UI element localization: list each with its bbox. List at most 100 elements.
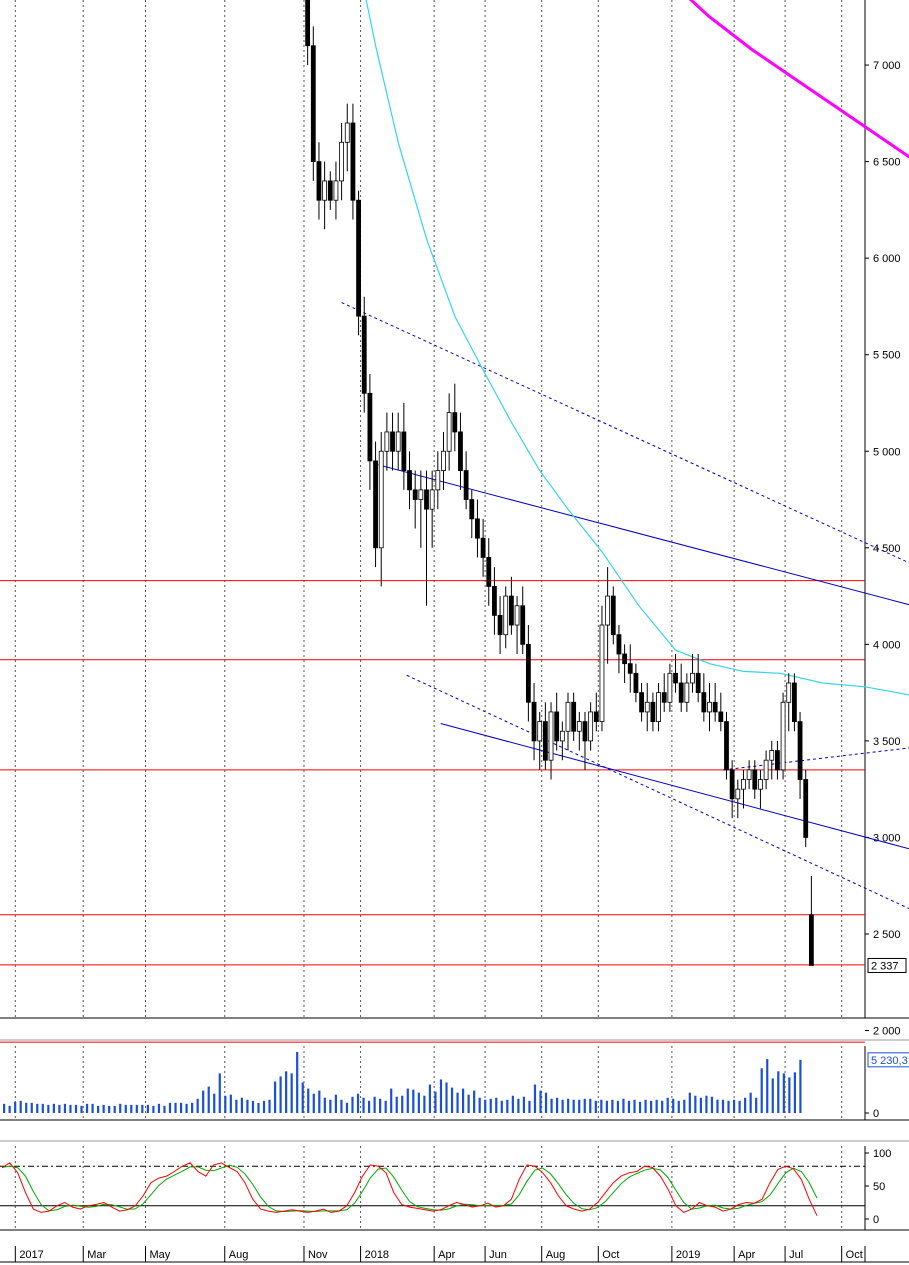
volume-bar <box>58 1104 61 1113</box>
candle <box>741 769 746 809</box>
volume-bar <box>699 1097 702 1113</box>
candle-body <box>418 489 424 500</box>
volume-bar <box>296 1052 299 1113</box>
volume-bar <box>19 1100 22 1113</box>
candle-body <box>367 392 373 462</box>
candle-body <box>633 672 639 694</box>
candle <box>729 760 735 819</box>
volume-bar <box>185 1103 188 1113</box>
candle <box>469 489 475 539</box>
volume-bar <box>744 1097 747 1113</box>
candle <box>537 711 543 770</box>
volume-bar <box>710 1096 714 1113</box>
volume-bar <box>191 1102 194 1113</box>
candle-body <box>684 682 690 703</box>
x-tick-label: Apr <box>438 1249 455 1261</box>
volume-bar <box>14 1101 17 1113</box>
candle-body <box>475 518 480 539</box>
candle-body <box>786 682 792 703</box>
volume-bar <box>749 1092 752 1113</box>
candle <box>446 393 452 471</box>
volume-bar <box>97 1105 100 1113</box>
candle-body <box>735 788 741 800</box>
volume-bar <box>616 1100 620 1113</box>
candle <box>463 451 469 510</box>
candle-body <box>390 431 395 452</box>
price-tick-label: 2 500 <box>873 929 901 941</box>
candle-body <box>571 701 577 732</box>
candle-body <box>531 701 537 742</box>
volume-bar <box>36 1103 39 1113</box>
candle <box>435 451 441 510</box>
volume-bar <box>594 1100 597 1113</box>
candle-body <box>746 769 752 780</box>
volume-bar <box>434 1091 437 1113</box>
candle-body <box>310 45 316 163</box>
volume-bar <box>113 1105 116 1113</box>
candle-body <box>554 711 560 742</box>
volume-bar <box>522 1096 526 1113</box>
volume-bar <box>3 1103 6 1113</box>
volume-bar <box>157 1103 161 1113</box>
candle <box>559 721 565 761</box>
oscillator-d-line <box>1 1164 818 1213</box>
candle <box>605 567 611 664</box>
volume-bar <box>356 1093 360 1113</box>
volume-bar <box>605 1100 608 1113</box>
volume-bar <box>799 1059 802 1113</box>
volume-bar <box>622 1098 625 1113</box>
x-tick-label: Apr <box>738 1249 755 1261</box>
candle <box>695 654 701 703</box>
volume-bar <box>329 1099 332 1113</box>
candle-body <box>559 730 565 742</box>
x-tick-label: 2018 <box>365 1249 389 1261</box>
candle <box>486 538 492 606</box>
x-tick-label: May <box>150 1249 171 1261</box>
candle-body <box>497 614 503 636</box>
candle <box>424 470 429 606</box>
candle-body <box>775 750 780 771</box>
volume-bar <box>124 1104 127 1113</box>
candle <box>350 103 356 220</box>
oscillator-panel: 0 50 100 <box>0 1148 891 1226</box>
candle-body <box>395 431 401 452</box>
candle-body <box>729 769 735 800</box>
candle-body <box>542 721 548 761</box>
volume-bar <box>473 1090 476 1113</box>
candle-body <box>446 412 452 452</box>
volume-bar <box>323 1097 326 1113</box>
candle <box>769 740 775 780</box>
volume-bar <box>41 1103 44 1113</box>
candle-body <box>752 769 758 790</box>
candle-body <box>508 595 514 626</box>
candle <box>639 682 644 722</box>
volume-bar <box>727 1100 730 1113</box>
candle <box>333 161 339 220</box>
candle-body <box>576 721 582 732</box>
price-tick-label: 5 000 <box>873 446 901 458</box>
volume-bar <box>334 1094 337 1113</box>
candle-body <box>808 914 814 966</box>
volume-bar <box>8 1105 11 1113</box>
candle <box>803 769 809 848</box>
sma-short-line <box>365 0 909 696</box>
volume-bar <box>539 1090 542 1113</box>
volume-bar <box>760 1068 763 1113</box>
candle-body <box>441 450 446 471</box>
volume-bar <box>589 1098 592 1113</box>
candle-body <box>741 779 746 790</box>
volume-bar <box>556 1097 559 1113</box>
volume-bar <box>638 1101 642 1113</box>
trendline <box>406 674 909 910</box>
candle-body <box>322 180 328 201</box>
candle-body <box>593 711 599 722</box>
volume-bar <box>229 1094 232 1113</box>
candle-body <box>690 672 695 684</box>
last-volume-label: 5 230,3 <box>871 1055 908 1067</box>
candle <box>690 654 695 693</box>
volume-tick-label: 0 <box>873 1108 879 1120</box>
candle <box>503 586 509 649</box>
volume-bar <box>683 1099 686 1113</box>
volume-bar <box>721 1099 725 1113</box>
candle-body <box>469 499 475 520</box>
